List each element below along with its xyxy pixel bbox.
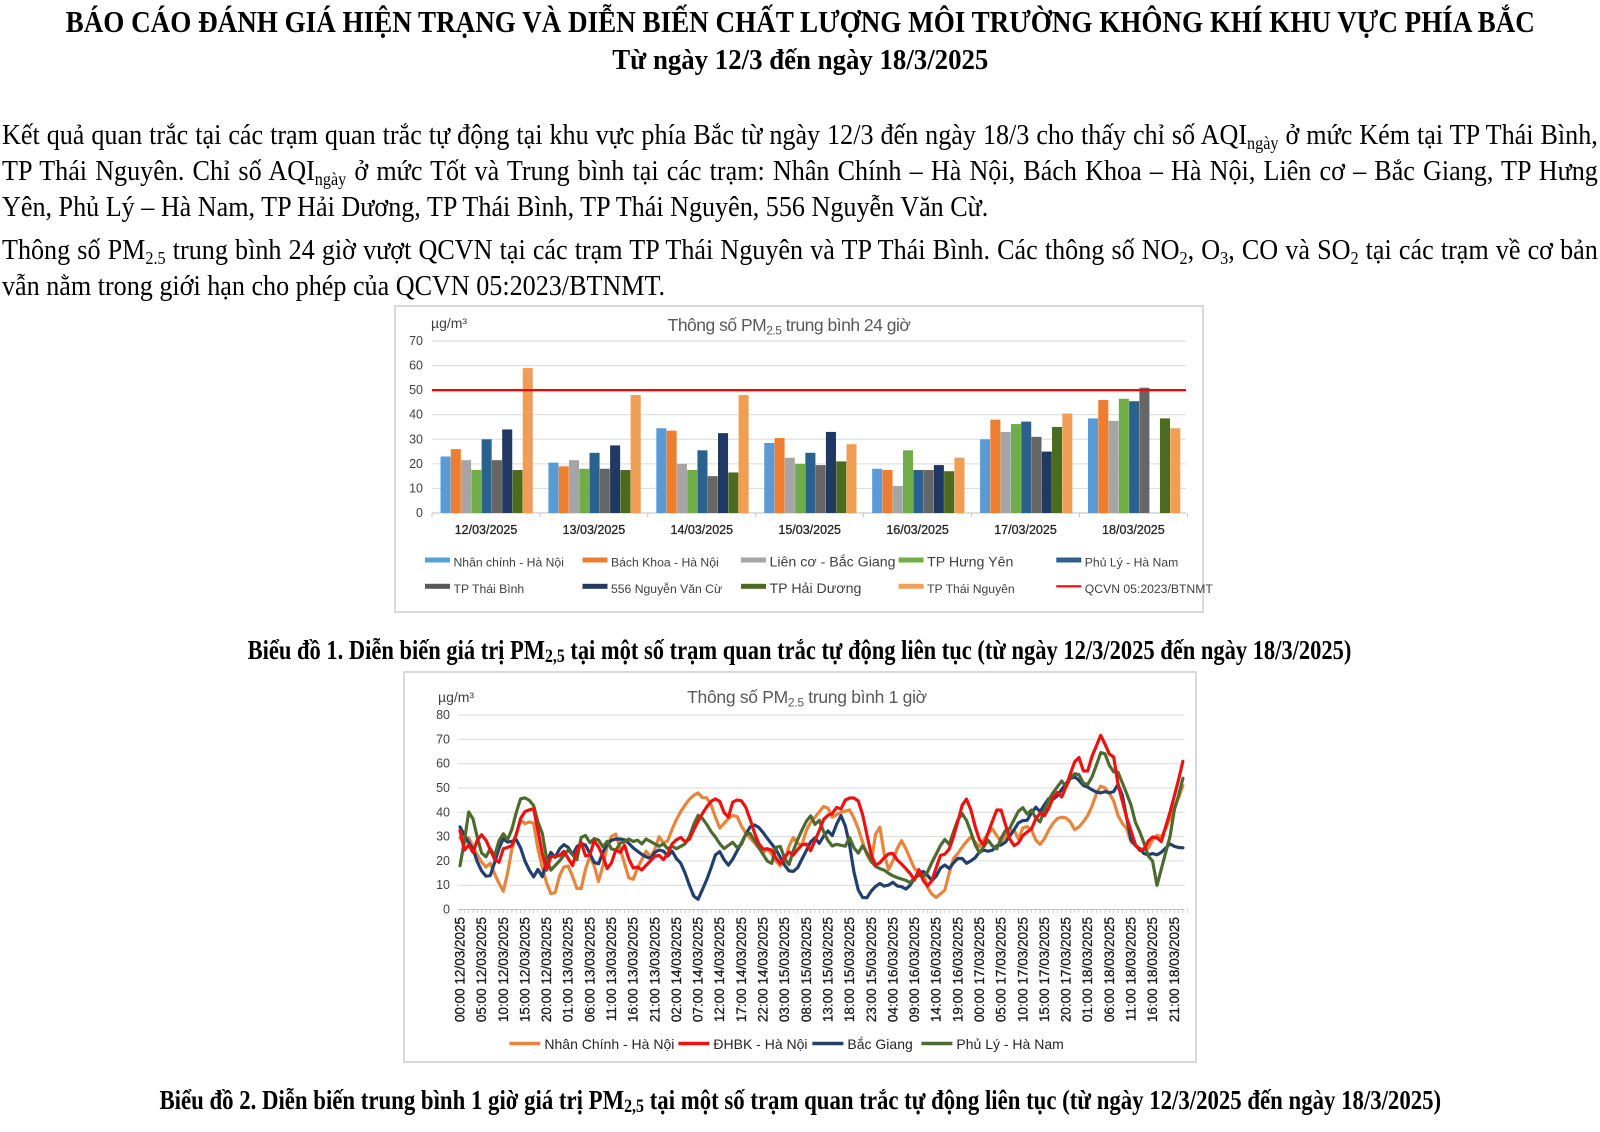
svg-text:09:00 16/03/2025: 09:00 16/03/2025	[907, 917, 922, 1022]
svg-text:00:00 17/03/2025: 00:00 17/03/2025	[972, 917, 987, 1022]
svg-text:13:00 15/03/2025: 13:00 15/03/2025	[821, 917, 836, 1022]
svg-text:21:00 18/03/2025: 21:00 18/03/2025	[1167, 917, 1182, 1022]
svg-text:10: 10	[409, 481, 423, 495]
svg-text:21:00 13/03/2025: 21:00 13/03/2025	[647, 917, 662, 1022]
svg-text:14:00 16/03/2025: 14:00 16/03/2025	[929, 917, 944, 1022]
svg-text:01:00 18/03/2025: 01:00 18/03/2025	[1080, 917, 1095, 1022]
svg-text:Liên cơ - Bắc Giang: Liên cơ - Bắc Giang	[770, 554, 896, 571]
svg-text:TP Thái Bình: TP Thái Bình	[454, 582, 525, 596]
svg-text:556 Nguyễn Văn Cừ: 556 Nguyễn Văn Cừ	[611, 581, 722, 596]
svg-text:TP Hải Dương: TP Hải Dương	[770, 581, 862, 597]
svg-text:Bách Khoa - Hà Nội: Bách Khoa - Hà Nội	[611, 556, 719, 570]
svg-text:17/03/2025: 17/03/2025	[994, 523, 1057, 537]
svg-text:12/03/2025: 12/03/2025	[455, 523, 518, 537]
svg-text:10: 10	[436, 878, 450, 892]
svg-text:30: 30	[409, 432, 423, 446]
svg-text:TP Hưng Yên: TP Hưng Yên	[927, 555, 1013, 571]
svg-text:15:00 12/03/2025: 15:00 12/03/2025	[517, 917, 532, 1022]
svg-text:80: 80	[436, 708, 450, 722]
svg-text:10:00 12/03/2025: 10:00 12/03/2025	[496, 917, 511, 1022]
svg-text:Phủ Lý - Hà Nam: Phủ Lý - Hà Nam	[1085, 556, 1178, 570]
svg-text:10:00 17/03/2025: 10:00 17/03/2025	[1015, 917, 1030, 1022]
svg-text:µg/m³: µg/m³	[438, 689, 474, 705]
svg-text:70: 70	[409, 334, 423, 348]
svg-text:02:00 14/03/2025: 02:00 14/03/2025	[669, 917, 684, 1022]
svg-text:20:00 17/03/2025: 20:00 17/03/2025	[1059, 917, 1074, 1022]
svg-text:17:00 14/03/2025: 17:00 14/03/2025	[734, 917, 749, 1022]
svg-text:11:00 13/03/2025: 11:00 13/03/2025	[604, 917, 619, 1021]
svg-text:23:00 15/03/2025: 23:00 15/03/2025	[864, 917, 879, 1022]
svg-text:05:00 12/03/2025: 05:00 12/03/2025	[474, 917, 489, 1022]
svg-text:22:00 14/03/2025: 22:00 14/03/2025	[756, 917, 771, 1022]
svg-text:03:00 15/03/2025: 03:00 15/03/2025	[777, 917, 792, 1022]
svg-text:11:00 18/03/2025: 11:00 18/03/2025	[1124, 917, 1139, 1021]
svg-text:Phủ Lý - Hà Nam: Phủ Lý - Hà Nam	[956, 1036, 1063, 1052]
svg-text:16/03/2025: 16/03/2025	[886, 523, 949, 537]
svg-text:0: 0	[443, 903, 450, 917]
svg-text:70: 70	[436, 732, 450, 746]
svg-text:01:00 13/03/2025: 01:00 13/03/2025	[561, 917, 576, 1022]
svg-text:15:00 17/03/2025: 15:00 17/03/2025	[1037, 917, 1052, 1022]
svg-text:08:00 15/03/2025: 08:00 15/03/2025	[799, 917, 814, 1022]
svg-text:40: 40	[436, 805, 450, 819]
svg-text:06:00 13/03/2025: 06:00 13/03/2025	[582, 917, 597, 1022]
svg-text:06:00 18/03/2025: 06:00 18/03/2025	[1102, 917, 1117, 1022]
svg-text:Nhân chính - Hà Nội: Nhân chính - Hà Nội	[454, 556, 564, 570]
svg-text:Thông số PM2.5 trung bình 24 g: Thông số PM2.5 trung bình 24 giờ	[668, 315, 911, 338]
svg-text:15/03/2025: 15/03/2025	[778, 523, 841, 537]
svg-text:05:00 17/03/2025: 05:00 17/03/2025	[994, 917, 1009, 1022]
svg-text:50: 50	[409, 383, 423, 397]
svg-text:QCVN 05:2023/BTNMT: QCVN 05:2023/BTNMT	[1085, 582, 1214, 596]
svg-text:16:00 13/03/2025: 16:00 13/03/2025	[626, 917, 641, 1022]
svg-text:04:00 16/03/2025: 04:00 16/03/2025	[885, 917, 900, 1022]
svg-text:TP Thái Nguyên: TP Thái Nguyên	[927, 582, 1015, 596]
svg-text:18/03/2025: 18/03/2025	[1102, 523, 1165, 537]
svg-text:00:00 12/03/2025: 00:00 12/03/2025	[453, 917, 468, 1022]
svg-text:16:00 18/03/2025: 16:00 18/03/2025	[1145, 917, 1160, 1022]
svg-text:12:00 14/03/2025: 12:00 14/03/2025	[712, 917, 727, 1022]
svg-text:ĐHBK - Hà Nội: ĐHBK - Hà Nội	[713, 1036, 807, 1052]
svg-text:30: 30	[436, 830, 450, 844]
svg-text:19:00 16/03/2025: 19:00 16/03/2025	[950, 917, 965, 1022]
svg-text:Thông số PM2.5 trung bình 1 gi: Thông số PM2.5 trung bình 1 giờ	[687, 687, 927, 710]
svg-text:07:00 14/03/2025: 07:00 14/03/2025	[691, 917, 706, 1022]
svg-text:18:00 15/03/2025: 18:00 15/03/2025	[842, 917, 857, 1022]
svg-text:14/03/2025: 14/03/2025	[671, 523, 734, 537]
svg-text:20:00 12/03/2025: 20:00 12/03/2025	[539, 917, 554, 1022]
svg-text:Bắc Giang: Bắc Giang	[847, 1036, 912, 1052]
svg-text:13/03/2025: 13/03/2025	[563, 523, 626, 537]
svg-text:50: 50	[436, 781, 450, 795]
svg-text:40: 40	[409, 408, 423, 422]
svg-text:20: 20	[436, 854, 450, 868]
svg-text:20: 20	[409, 457, 423, 471]
svg-text:60: 60	[436, 757, 450, 771]
svg-text:60: 60	[409, 359, 423, 373]
svg-text:Nhân Chính - Hà Nội: Nhân Chính - Hà Nội	[544, 1036, 674, 1052]
svg-text:µg/m³: µg/m³	[431, 315, 467, 331]
svg-text:0: 0	[416, 506, 423, 520]
